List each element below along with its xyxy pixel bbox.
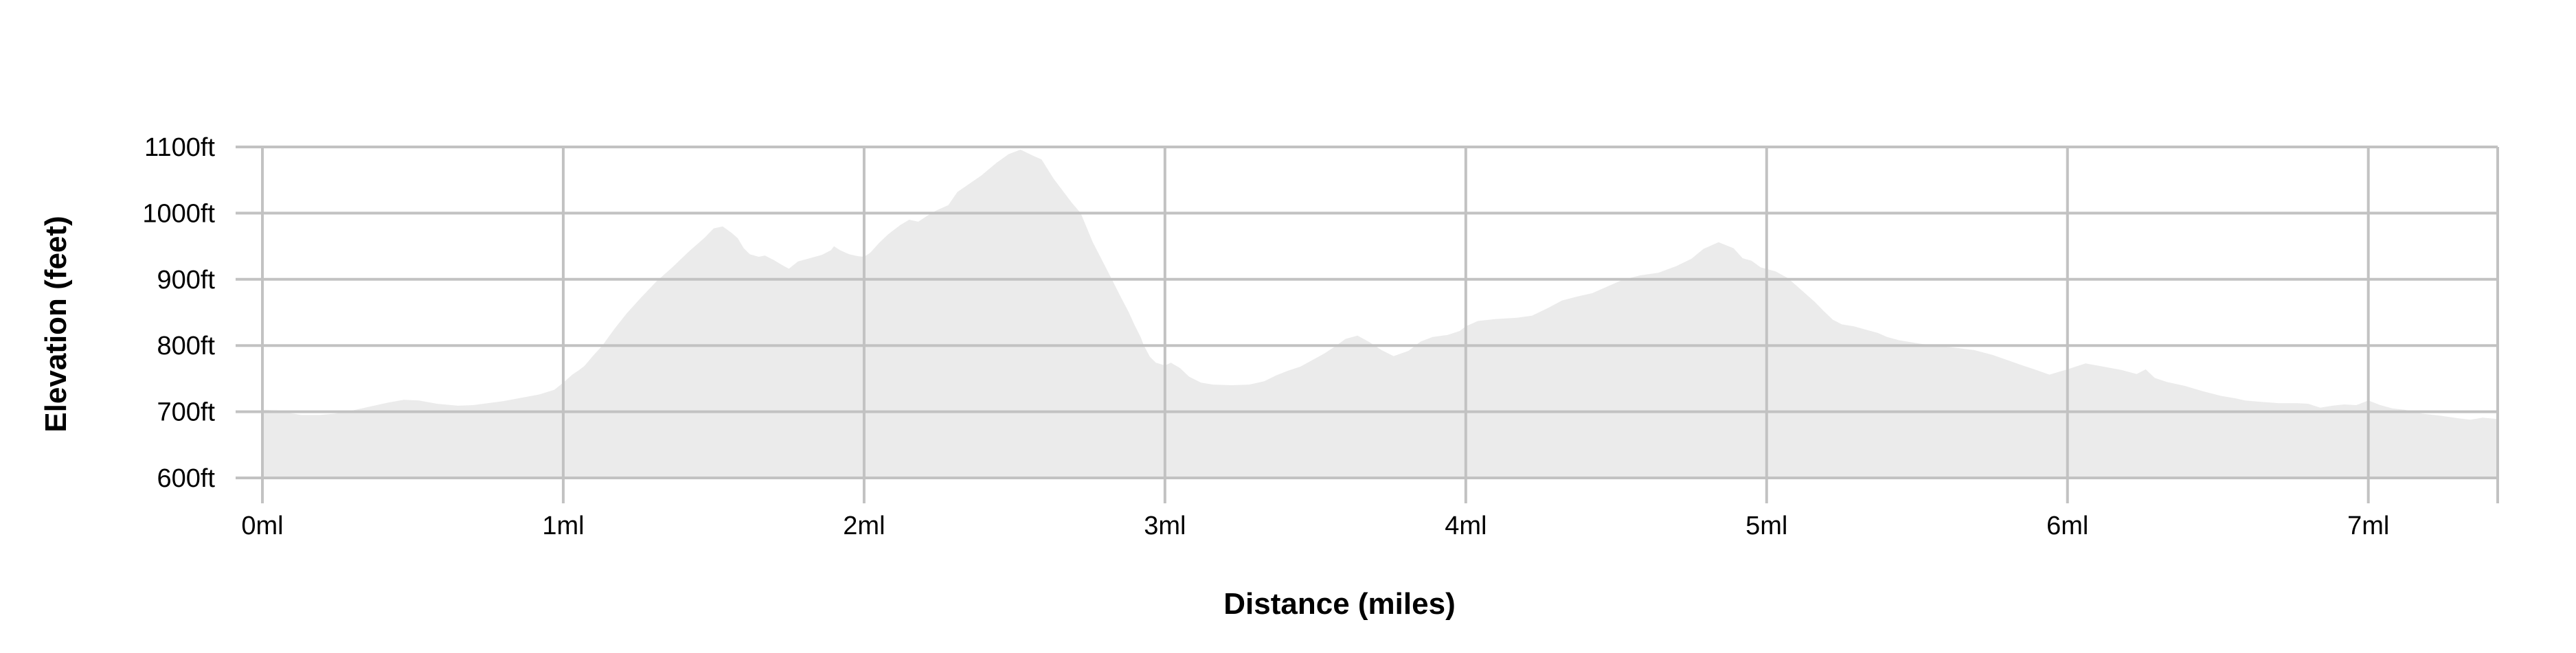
y-tick-label-700: 700ft [157,398,215,427]
x-tick-label-7: 7ml [2347,512,2389,540]
x-tick-label-1: 1ml [542,512,584,540]
area-layer [262,149,2498,478]
x-tick-label-5: 5ml [1745,512,1787,540]
y-tick-label-800: 800ft [157,332,215,360]
y-tick-label-1100: 1100ft [144,133,215,162]
x-tick-label-4: 4ml [1445,512,1487,540]
x-tick-label-2: 2ml [843,512,885,540]
y-tick-label-600: 600ft [157,464,215,493]
tick-label-layer: 600ft 700ft 800ft 900ft 1000ft 1100ft 0ml 1ml 2m… [142,133,2389,540]
x-tick-label-0: 0ml [241,512,283,540]
y-tick-label-1000: 1000ft [142,199,215,228]
grid-layer [236,146,2499,503]
x-tick-label-6: 6ml [2046,512,2088,540]
y-axis-title: Elevation (feet) [39,216,73,433]
x-tick-label-3: 3ml [1144,512,1186,540]
elevation-area [262,149,2498,478]
x-axis-title: Distance (miles) [1223,587,1456,621]
y-tick-label-900: 900ft [157,266,215,295]
